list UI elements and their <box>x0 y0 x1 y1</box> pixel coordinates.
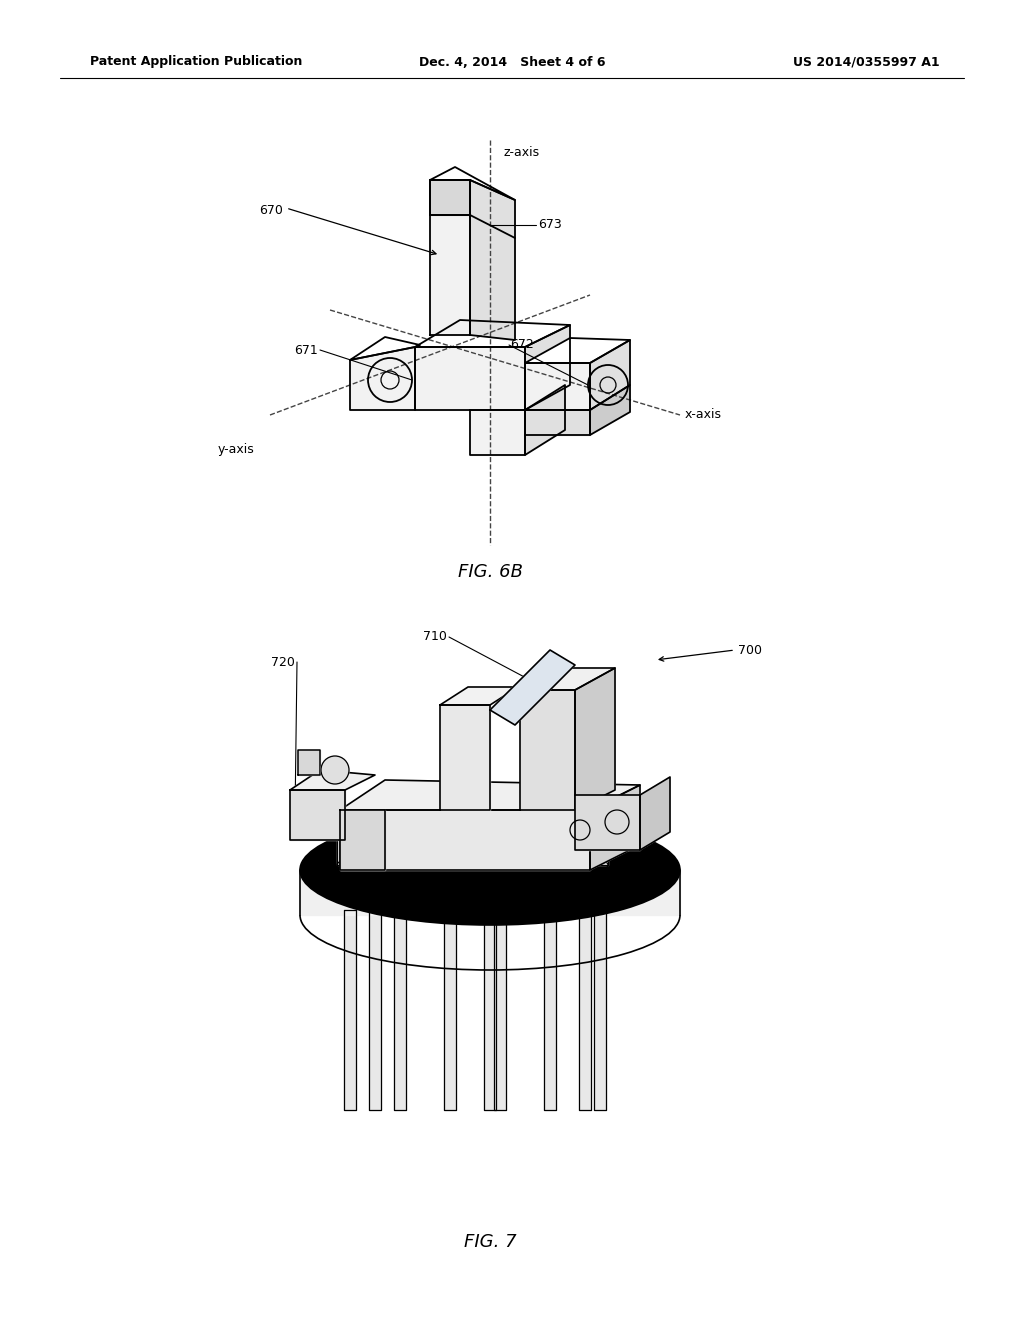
Ellipse shape <box>572 826 608 840</box>
Polygon shape <box>290 770 375 789</box>
Polygon shape <box>440 686 518 705</box>
Polygon shape <box>525 363 590 411</box>
Polygon shape <box>502 833 538 865</box>
Polygon shape <box>579 909 591 1110</box>
Polygon shape <box>590 341 630 411</box>
Polygon shape <box>344 909 356 1110</box>
Polygon shape <box>494 909 506 1110</box>
Polygon shape <box>430 168 515 201</box>
Ellipse shape <box>300 814 680 925</box>
Polygon shape <box>594 909 606 1110</box>
Polygon shape <box>369 909 381 1110</box>
Ellipse shape <box>402 826 438 840</box>
Text: FIG. 6B: FIG. 6B <box>458 564 522 581</box>
Circle shape <box>321 756 349 784</box>
Polygon shape <box>430 180 470 215</box>
Polygon shape <box>590 385 630 436</box>
Polygon shape <box>394 909 406 1110</box>
Polygon shape <box>350 347 415 411</box>
Text: 670: 670 <box>259 203 283 216</box>
Polygon shape <box>590 785 640 870</box>
Polygon shape <box>484 909 496 1110</box>
Polygon shape <box>415 347 525 411</box>
Polygon shape <box>525 385 565 455</box>
Polygon shape <box>350 337 420 360</box>
Text: y-axis: y-axis <box>218 442 255 455</box>
Polygon shape <box>402 833 438 865</box>
Text: Patent Application Publication: Patent Application Publication <box>90 55 302 69</box>
Text: FIG. 7: FIG. 7 <box>464 1233 516 1251</box>
Text: Dec. 4, 2014   Sheet 4 of 6: Dec. 4, 2014 Sheet 4 of 6 <box>419 55 605 69</box>
Polygon shape <box>430 180 470 335</box>
Polygon shape <box>415 319 570 347</box>
Polygon shape <box>340 810 590 870</box>
Polygon shape <box>470 411 525 455</box>
Text: 720: 720 <box>271 656 295 668</box>
Polygon shape <box>490 649 575 725</box>
Polygon shape <box>340 780 640 810</box>
Ellipse shape <box>337 826 373 840</box>
Polygon shape <box>520 668 615 690</box>
Text: 673: 673 <box>538 219 562 231</box>
Polygon shape <box>290 789 345 840</box>
Polygon shape <box>520 690 575 810</box>
Polygon shape <box>444 909 456 1110</box>
Text: 671: 671 <box>294 343 318 356</box>
Ellipse shape <box>502 826 538 840</box>
Polygon shape <box>470 180 515 341</box>
Polygon shape <box>575 668 615 810</box>
Polygon shape <box>440 705 490 810</box>
Polygon shape <box>572 833 608 865</box>
Text: 700: 700 <box>738 644 762 656</box>
Polygon shape <box>640 777 670 850</box>
Polygon shape <box>544 909 556 1110</box>
Polygon shape <box>340 810 385 870</box>
Text: x-axis: x-axis <box>685 408 722 421</box>
Polygon shape <box>525 338 630 363</box>
Text: 710: 710 <box>423 631 447 644</box>
Polygon shape <box>298 750 319 775</box>
Text: US 2014/0355997 A1: US 2014/0355997 A1 <box>794 55 940 69</box>
Polygon shape <box>575 795 640 850</box>
Text: z-axis: z-axis <box>503 147 539 160</box>
Polygon shape <box>525 411 590 436</box>
Polygon shape <box>337 833 373 865</box>
Polygon shape <box>525 325 570 411</box>
Polygon shape <box>300 870 680 915</box>
Text: 672: 672 <box>510 338 534 351</box>
